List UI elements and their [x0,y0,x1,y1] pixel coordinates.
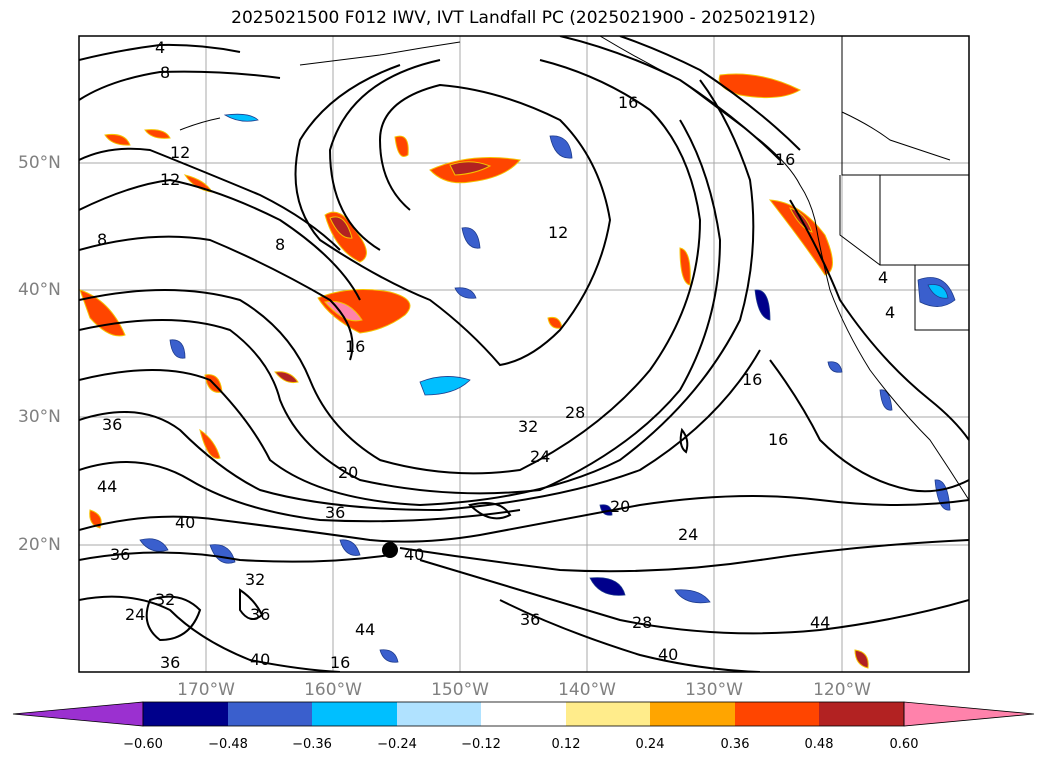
colorbar-tick: −0.24 [377,737,417,752]
colorbar-bin [143,702,228,726]
contour-label: 32 [518,417,538,436]
contour-label: 12 [160,170,180,189]
iwv-contours [79,36,969,672]
lat-label: 30°N [18,407,61,427]
contour-label: 44 [810,613,830,632]
contour-label: 36 [102,415,122,434]
negative-pc-shading [139,113,956,663]
contour-label: 8 [160,63,170,82]
contour-label: 4 [155,38,165,57]
contour-label: 16 [345,337,365,356]
colorbar-extend-high [903,701,1035,727]
contour-label: 16 [618,93,638,112]
contour-label-group: 4 8 12 12 8 8 16 12 16 16 36 44 40 36 36… [97,38,895,672]
colorbar-bin [566,702,650,726]
island-marker [382,542,398,558]
contour-label: 24 [530,447,550,466]
contour-label: 36 [250,605,270,624]
contour-label: 24 [125,605,145,624]
contour-label: 12 [170,143,190,162]
contour-label: 40 [250,650,270,669]
contour-label: 28 [632,613,652,632]
contour-label: 32 [155,590,175,609]
colorbar-tick: −0.36 [292,737,332,752]
colorbar-tick: 0.48 [804,737,834,752]
colorbar-bin [481,702,566,726]
contour-label: 20 [338,463,358,482]
contour-label: 28 [565,403,585,422]
contour-label: 8 [275,235,285,254]
contour-label: 40 [404,545,424,564]
contour-label: 36 [520,610,540,629]
colorbar-tick: 0.60 [889,737,919,752]
colorbar-tick: −0.12 [461,737,501,752]
colorbar-bin [819,702,904,726]
colorbar-bin [735,702,819,726]
colorbar-tick: −0.48 [208,737,248,752]
lon-label: 160°W [304,680,362,700]
map-frame [78,35,970,673]
contour-label: 36 [325,503,345,522]
contour-label: 36 [160,653,180,672]
lon-label: 130°W [685,680,743,700]
colorbar-tick: 0.24 [635,737,665,752]
contour-label: 4 [885,303,895,322]
contour-label: 16 [768,430,788,449]
lat-label: 20°N [18,535,61,555]
contour-label: 20 [610,497,630,516]
gridlines [79,36,969,672]
colorbar-bin [650,702,735,726]
colorbar-extend-low [12,701,144,727]
colorbar-tick: −0.60 [123,737,163,752]
contour-label: 44 [355,620,375,639]
contour-label: 4 [878,268,888,287]
contour-label: 40 [658,645,678,664]
lon-label: 120°W [813,680,871,700]
colorbar-bin [312,702,397,726]
colorbar-bin [397,702,481,726]
contour-label: 12 [548,223,568,242]
lon-label: 150°W [431,680,489,700]
contour-label: 40 [175,513,195,532]
contour-label: 44 [97,477,117,496]
colorbar-tick: 0.12 [551,737,581,752]
positive-pc-shading [79,73,869,669]
contour-label: 8 [97,230,107,249]
contour-label: 16 [775,150,795,169]
contour-label: 36 [110,545,130,564]
contour-label: 32 [245,570,265,589]
colorbar-bin [228,702,312,726]
map-title: 2025021500 F012 IWV, IVT Landfall PC (20… [231,8,816,28]
lon-label: 140°W [558,680,616,700]
lat-label: 40°N [18,280,61,300]
lat-label: 50°N [18,153,61,173]
contour-label: 16 [330,653,350,672]
map-plot: 4 8 12 12 8 8 16 12 16 16 36 44 40 36 36… [78,35,970,673]
lon-label: 170°W [177,680,235,700]
colorbar [12,701,1035,727]
contour-label: 16 [742,370,762,389]
colorbar-tick: 0.36 [720,737,750,752]
contour-label: 24 [678,525,698,544]
